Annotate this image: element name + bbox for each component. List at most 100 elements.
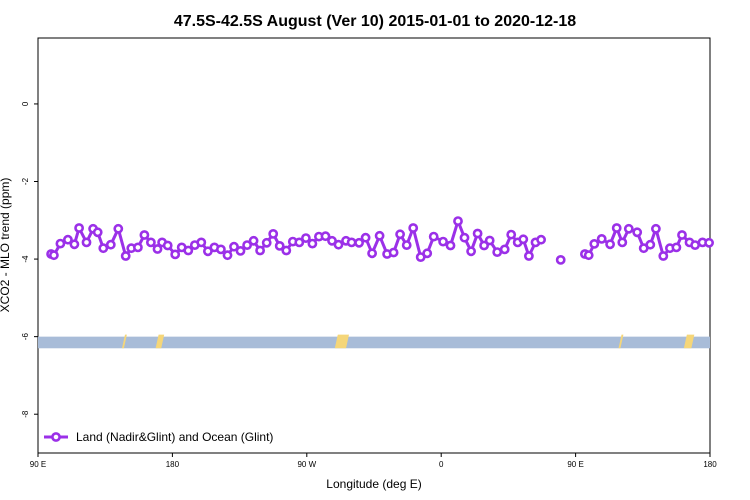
data-point-0-62 [453, 216, 463, 226]
data-point-0-17 [152, 244, 163, 254]
data-point-0-4 [69, 239, 80, 250]
x-axis-label: Longitude (deg E) [326, 477, 421, 491]
data-point-0-73 [524, 251, 534, 261]
x-tick-label-0: 90 E [30, 460, 46, 469]
data-point-2-14 [671, 242, 682, 253]
data-point-2-12 [658, 251, 669, 261]
data-point-0-67 [484, 235, 495, 246]
data-point-2-7 [623, 223, 634, 234]
land-mark-3 [618, 334, 624, 349]
legend-swatch-marker [51, 432, 61, 442]
data-point-2-19 [704, 237, 714, 248]
data-point-2-15 [677, 230, 687, 240]
x-tick-label-5: 180 [703, 460, 717, 469]
data-point-0-55 [401, 240, 412, 250]
data-point-2-3 [596, 233, 607, 244]
data-point-0-66 [479, 240, 489, 251]
y-tick-label-2: -4 [21, 255, 30, 263]
data-point-2-6 [617, 237, 628, 248]
data-point-0-49 [360, 232, 371, 243]
x-tick-label-2: 90 W [297, 460, 316, 469]
data-point-0-39 [294, 237, 305, 248]
data-point-0-65 [472, 228, 483, 239]
data-point-0-12 [120, 251, 131, 261]
y-tick-label-1: -2 [21, 177, 30, 185]
data-point-0-53 [388, 247, 399, 258]
land-ocean-strip [38, 334, 710, 349]
land-mark-2 [334, 334, 349, 349]
data-point-2-1 [583, 250, 594, 261]
data-point-0-5 [74, 223, 84, 233]
ocean-strip [38, 336, 710, 349]
data-point-0-14 [132, 242, 143, 253]
data-point-0-34 [261, 237, 272, 248]
data-point-1-0 [555, 254, 566, 265]
data-point-0-69 [499, 244, 510, 255]
data-point-0-48 [354, 237, 364, 248]
data-point-0-15 [139, 230, 150, 240]
data-point-0-28 [222, 250, 233, 261]
data-point-0-36 [274, 240, 285, 251]
data-point-0-31 [242, 240, 252, 250]
y-tick-label-4: -8 [21, 410, 30, 418]
data-point-0-54 [395, 229, 405, 240]
data-point-0-45 [333, 239, 344, 250]
data-point-0-11 [113, 223, 124, 234]
data-point-0-35 [268, 228, 279, 239]
data-point-2-10 [645, 239, 656, 250]
data-point-0-32 [248, 235, 259, 246]
data-point-0-40 [300, 233, 311, 243]
data-point-0-61 [445, 240, 456, 251]
data-point-2-11 [651, 223, 661, 234]
data-point-2-8 [632, 227, 643, 238]
land-mark-4 [683, 334, 695, 349]
data-point-0-47 [346, 237, 357, 248]
data-point-0-3 [63, 234, 73, 245]
data-point-0-75 [536, 234, 546, 245]
land-mark-0 [122, 334, 127, 349]
data-point-0-72 [518, 234, 529, 245]
y-tick-label-3: -6 [21, 333, 30, 341]
y-axis-label: XCO2 - MLO trend (ppm) [0, 178, 12, 313]
data-point-0-58 [422, 248, 433, 259]
chart-title: 47.5S-42.5S August (Ver 10) 2015-01-01 t… [174, 13, 576, 30]
data-point-0-29 [229, 241, 239, 252]
legend: Land (Nadir&Glint) and Ocean (Glint) [44, 430, 273, 444]
data-point-0-50 [367, 248, 377, 259]
data-point-0-63 [459, 232, 470, 243]
series-layer [46, 216, 714, 265]
data-point-0-1 [49, 250, 59, 261]
data-point-0-56 [408, 223, 419, 233]
y-tick-label-0: 0 [21, 101, 30, 106]
data-point-0-68 [492, 247, 503, 257]
data-point-0-33 [255, 245, 265, 256]
data-point-0-9 [98, 243, 109, 254]
land-mark-1 [155, 334, 165, 349]
data-point-0-16 [145, 237, 156, 248]
data-point-0-59 [428, 231, 439, 242]
x-tick-label-1: 180 [166, 460, 180, 469]
data-point-0-30 [235, 245, 246, 256]
x-tick-label-4: 90 E [567, 460, 583, 469]
data-point-2-2 [589, 238, 600, 249]
data-point-0-6 [81, 237, 92, 248]
data-point-0-60 [438, 236, 448, 247]
data-point-0-51 [374, 230, 385, 241]
data-point-0-24 [196, 237, 207, 248]
axis-ticks: 90 E 180 90 W 0 90 E 180 0 -2 -4 -6 -8 [21, 101, 717, 469]
data-point-0-2 [55, 238, 66, 249]
data-point-0-70 [506, 229, 517, 240]
x-tick-label-3: 0 [439, 460, 444, 469]
data-point-2-5 [611, 223, 622, 233]
data-point-0-41 [307, 238, 318, 249]
data-point-0-22 [183, 245, 194, 256]
data-point-2-4 [605, 239, 615, 250]
data-point-0-27 [215, 244, 226, 255]
data-point-0-19 [162, 240, 173, 251]
data-point-0-64 [466, 246, 476, 257]
data-point-0-43 [320, 231, 331, 242]
data-point-0-10 [105, 239, 116, 250]
legend-label: Land (Nadir&Glint) and Ocean (Glint) [76, 430, 273, 444]
data-point-0-37 [281, 245, 292, 256]
